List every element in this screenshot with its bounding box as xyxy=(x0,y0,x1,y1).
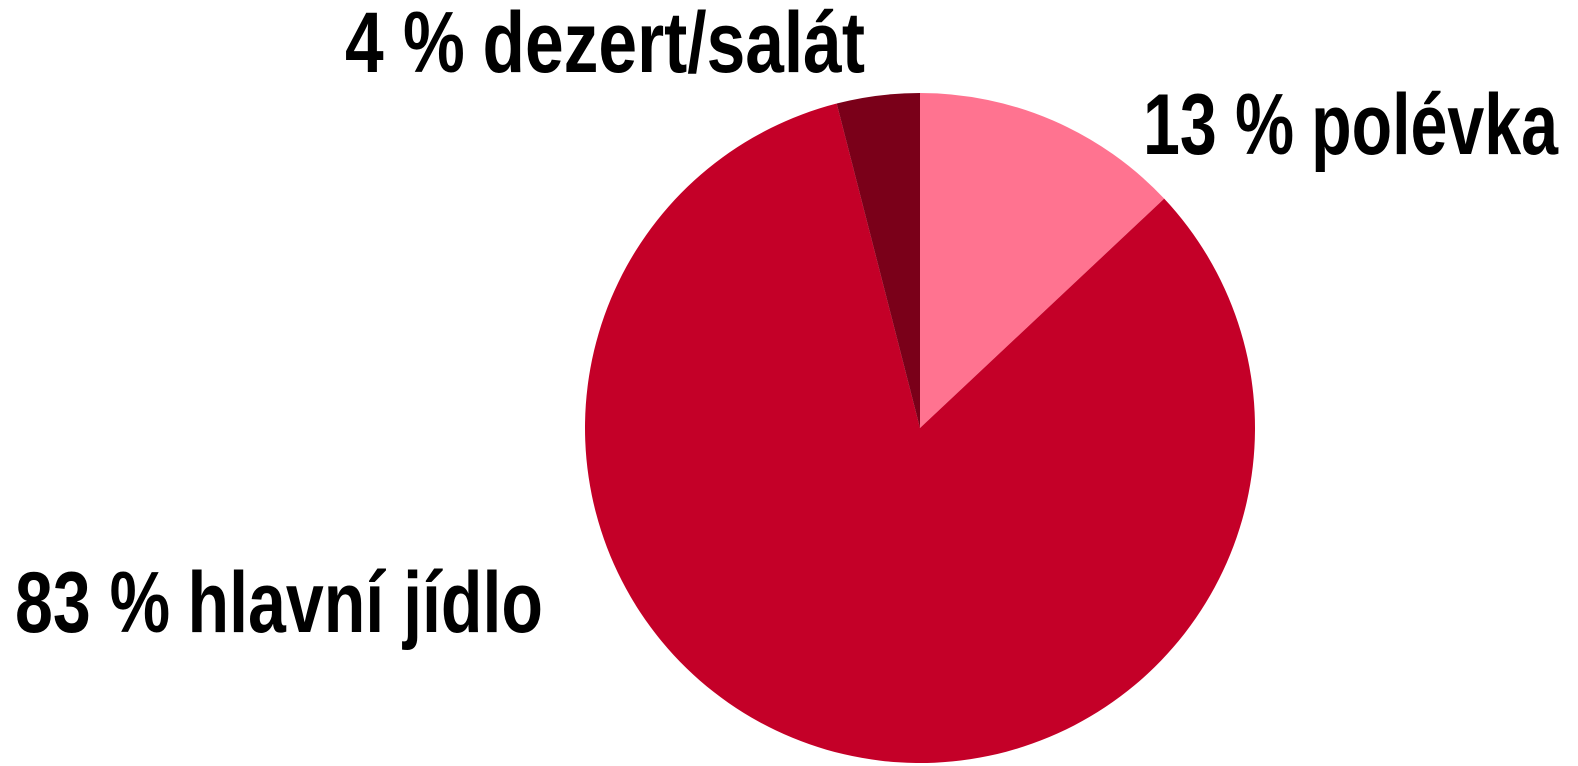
pie-slice xyxy=(836,93,920,428)
category-label: dezert/salát xyxy=(483,0,865,91)
slice-label: 13 %polévka xyxy=(1143,77,1559,173)
value-label: 4 % xyxy=(345,0,465,91)
slice-label: 4 %dezert/salát xyxy=(345,0,865,91)
pie-slice xyxy=(920,93,1165,428)
value-label: 13 % xyxy=(1143,77,1294,173)
category-label: polévka xyxy=(1311,77,1559,173)
pie xyxy=(584,93,1255,763)
category-label: hlavní jídlo xyxy=(188,555,543,651)
slice-label: 83 %hlavní jídlo xyxy=(15,555,543,651)
pie-slice xyxy=(584,103,1255,763)
value-label: 83 % xyxy=(15,555,170,651)
